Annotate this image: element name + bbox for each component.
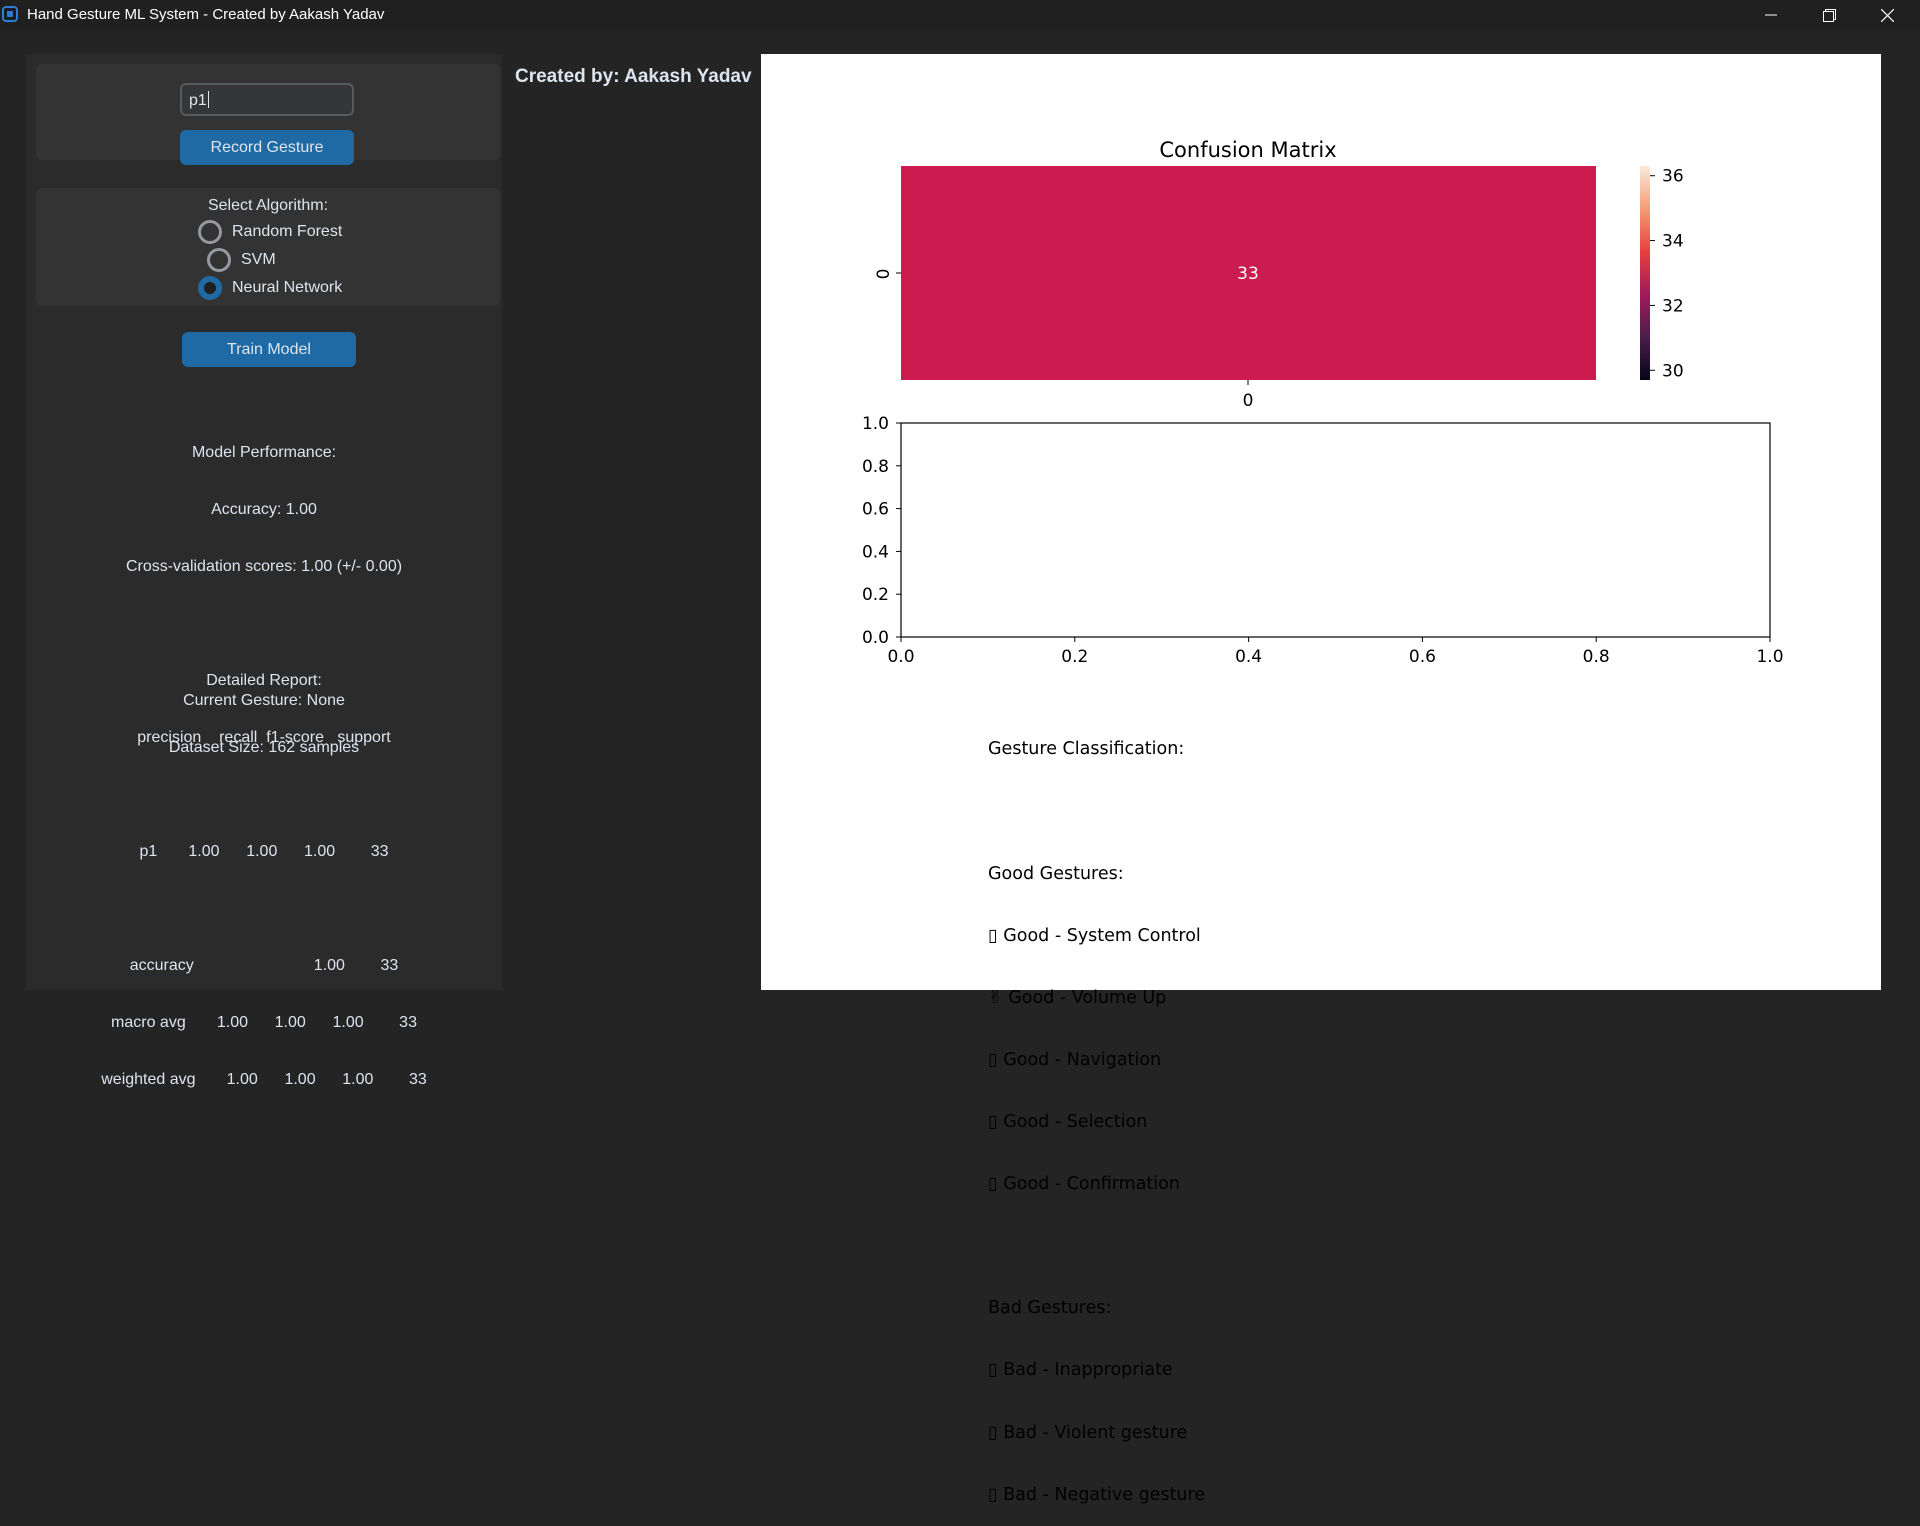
- radio-label: Neural Network: [232, 279, 343, 296]
- algorithm-card: Select Algorithm: Random Forest SVM Neur…: [36, 188, 500, 306]
- radio-neural-network[interactable]: Neural Network: [198, 276, 342, 300]
- radio-circle-selected: [198, 276, 222, 300]
- model-performance-report: Model Performance: Accuracy: 1.00 Cross-…: [26, 405, 502, 1127]
- report-line: macro avg 1.00 1.00 1.00 33: [111, 1014, 417, 1031]
- bad-gestures-title: Bad Gestures:: [988, 1298, 1112, 1319]
- report-spacer: [26, 614, 502, 633]
- bad-gesture-item: ▯ Bad - Negative gesture: [988, 1484, 1206, 1505]
- report-line: weighted avg 1.00 1.00 1.00 33: [101, 1071, 427, 1088]
- dataset-size-label: Dataset Size: 162 samples: [168, 739, 360, 756]
- text-spacer: [988, 1236, 1205, 1257]
- control-panel: p1 Record Gesture Select Algorithm: Rand…: [26, 54, 502, 1088]
- report-line: Detailed Report:: [206, 672, 322, 689]
- report-line: precision recall f1-score support: [137, 729, 391, 746]
- train-model-button[interactable]: Train Model: [182, 332, 356, 367]
- radio-svm[interactable]: SVM: [207, 248, 276, 272]
- title-bar: Hand Gesture ML System - Created by Aaka…: [0, 0, 1920, 30]
- plot-canvas: [761, 54, 1881, 990]
- text-caret: [207, 91, 209, 108]
- close-button[interactable]: [1858, 0, 1916, 30]
- app-icon: [2, 6, 18, 22]
- good-gesture-item: ▯ Good - Navigation: [988, 1049, 1162, 1070]
- radio-random-forest[interactable]: Random Forest: [198, 220, 342, 244]
- text-spacer: [988, 802, 1205, 823]
- report-line: Cross-validation scores: 1.00 (+/- 0.00): [125, 558, 403, 575]
- radio-circle: [207, 248, 231, 272]
- gesture-classification-title: Gesture Classification:: [988, 739, 1185, 760]
- good-gesture-item: ▯ Good - System Control: [988, 925, 1201, 946]
- minimize-button[interactable]: [1742, 0, 1800, 30]
- report-line: Accuracy: 1.00: [211, 501, 317, 518]
- record-card: p1 Record Gesture: [36, 64, 500, 165]
- report-line: p1 1.00 1.00 1.00 33: [139, 843, 389, 860]
- window-title: Hand Gesture ML System - Created by Aaka…: [27, 6, 385, 23]
- good-gesture-item: ✌ Good - Volume Up: [988, 987, 1167, 1008]
- radio-label: SVM: [241, 251, 276, 268]
- radio-label: Random Forest: [232, 223, 343, 240]
- good-gestures-title: Good Gestures:: [988, 863, 1124, 884]
- minimize-icon: [1765, 14, 1777, 16]
- good-gesture-item: ▯ Good - Selection: [988, 1112, 1148, 1133]
- bad-gesture-item: ▯ Bad - Violent gesture: [988, 1422, 1188, 1443]
- restore-icon: [1822, 8, 1836, 22]
- report-spacer: [26, 785, 502, 804]
- current-gesture-label: Current Gesture: None: [183, 692, 345, 709]
- gesture-name-input[interactable]: p1: [180, 83, 354, 116]
- gesture-classification: Gesture Classification: Good Gestures: ▯…: [988, 698, 1205, 1526]
- close-icon: [1880, 8, 1894, 22]
- creator-label: Created by: Aakash Yadav: [515, 66, 752, 87]
- record-gesture-button[interactable]: Record Gesture: [180, 130, 354, 165]
- radio-circle: [198, 220, 222, 244]
- bad-gesture-item: ▯ Bad - Inappropriate: [988, 1360, 1173, 1381]
- algorithm-label: Select Algorithm:: [207, 197, 329, 214]
- restore-button[interactable]: [1800, 0, 1858, 30]
- report-line: accuracy 1.00 33: [129, 957, 399, 974]
- good-gesture-item: ▯ Good - Confirmation: [988, 1174, 1180, 1195]
- report-line: Model Performance:: [191, 444, 337, 461]
- report-spacer: [26, 899, 502, 918]
